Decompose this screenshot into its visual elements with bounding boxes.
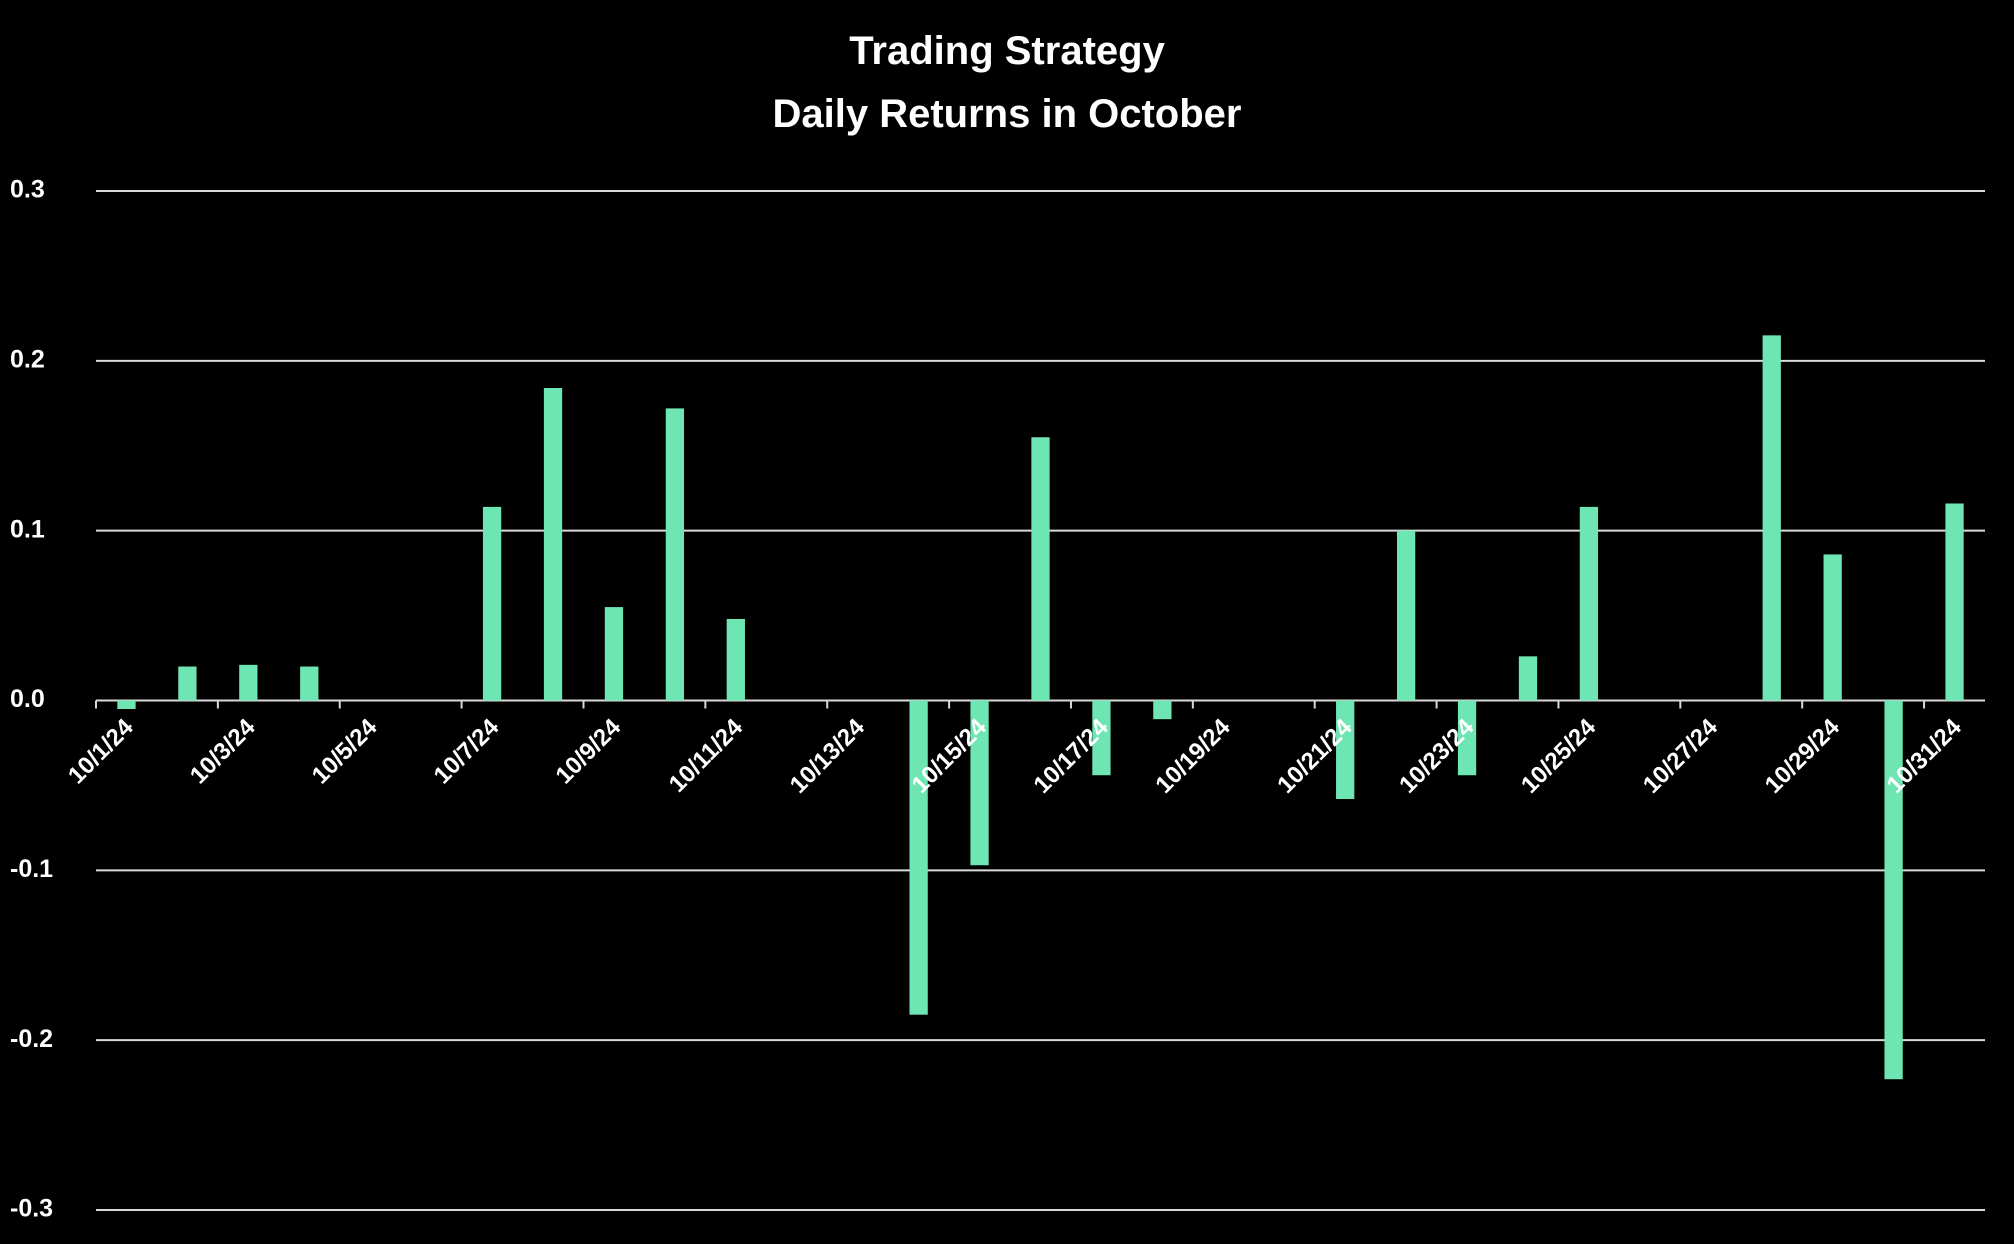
bar	[970, 700, 989, 866]
y-tick-label: 0.1	[10, 515, 45, 543]
bar	[1823, 554, 1842, 701]
x-tick-label: 10/13/24	[785, 713, 871, 799]
x-tick-label: 10/3/24	[185, 713, 261, 789]
bar	[665, 408, 685, 701]
bar	[1031, 437, 1050, 701]
x-tick-label: 10/1/24	[63, 713, 139, 789]
bar	[239, 664, 258, 701]
bar	[604, 607, 624, 701]
bar	[117, 700, 136, 709]
bar	[1884, 700, 1903, 1080]
bar	[543, 388, 563, 701]
y-tick-label: 0.3	[10, 176, 45, 204]
bar	[1457, 700, 1477, 776]
bar	[1092, 700, 1111, 776]
y-tick-label: -0.3	[10, 1195, 53, 1223]
bar	[1153, 700, 1172, 720]
bar	[726, 618, 745, 701]
bar	[1396, 530, 1416, 701]
bar	[300, 666, 319, 701]
y-tick-label: -0.2	[10, 1025, 53, 1053]
x-tick-label: 10/7/24	[429, 713, 505, 789]
bar	[909, 700, 928, 1015]
x-tick-label: 10/27/24	[1638, 713, 1724, 799]
bar	[178, 666, 197, 701]
x-tick-label: 10/11/24	[664, 713, 749, 798]
y-tick-label: -0.1	[10, 855, 53, 883]
y-tick-label: 0.2	[10, 345, 45, 373]
bar	[1762, 335, 1781, 701]
bar	[1579, 506, 1599, 701]
bar	[1518, 656, 1538, 701]
x-tick-label: 10/5/24	[307, 713, 383, 789]
chart-title: Trading Strategy	[849, 29, 1165, 73]
bar	[1336, 700, 1355, 800]
bar	[482, 506, 502, 701]
x-tick-label: 10/29/24	[1760, 713, 1846, 799]
x-tick-label: 10/9/24	[550, 713, 626, 789]
bar	[1945, 503, 1964, 701]
chart-subtitle: Daily Returns in October	[773, 92, 1242, 136]
y-tick-label: 0.0	[10, 685, 45, 713]
x-tick-label: 10/19/24	[1150, 713, 1236, 799]
x-tick-label: 10/25/24	[1516, 713, 1602, 799]
